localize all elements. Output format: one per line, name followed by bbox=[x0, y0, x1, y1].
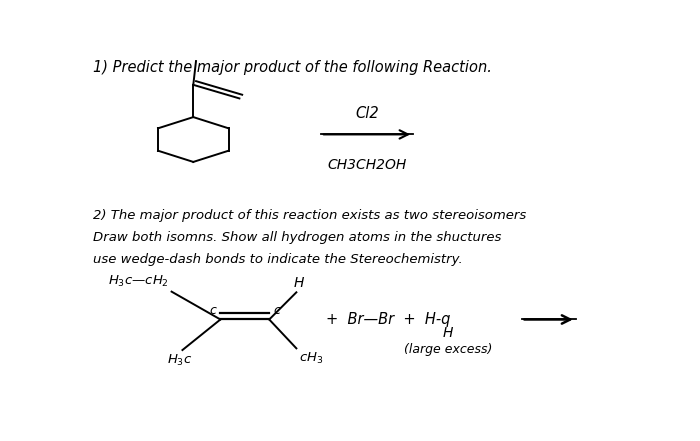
Text: Cl2: Cl2 bbox=[355, 106, 379, 121]
Text: H: H bbox=[443, 326, 454, 340]
Text: 1) Predict the major product of the following Reaction.: 1) Predict the major product of the foll… bbox=[93, 60, 492, 75]
Text: use wedge-dash bonds to indicate the Stereochemistry.: use wedge-dash bonds to indicate the Ste… bbox=[93, 253, 463, 266]
Text: Draw both isomns. Show all hydrogen atoms in the shuctures: Draw both isomns. Show all hydrogen atom… bbox=[93, 231, 501, 244]
Text: H: H bbox=[294, 276, 304, 290]
Text: $H_3c$: $H_3c$ bbox=[167, 353, 192, 368]
Text: CH3CH2OH: CH3CH2OH bbox=[328, 158, 407, 172]
Text: c: c bbox=[274, 304, 281, 317]
Text: (large excess): (large excess) bbox=[404, 343, 493, 356]
Text: +  Br—Br  +  H-q: + Br—Br + H-q bbox=[326, 312, 451, 327]
Text: $cH_3$: $cH_3$ bbox=[299, 351, 323, 366]
Text: 2) The major product of this reaction exists as two stereoisomers: 2) The major product of this reaction ex… bbox=[93, 209, 526, 222]
Text: c: c bbox=[209, 304, 216, 317]
Text: $H_3c$—$cH_2$: $H_3c$—$cH_2$ bbox=[108, 274, 169, 289]
